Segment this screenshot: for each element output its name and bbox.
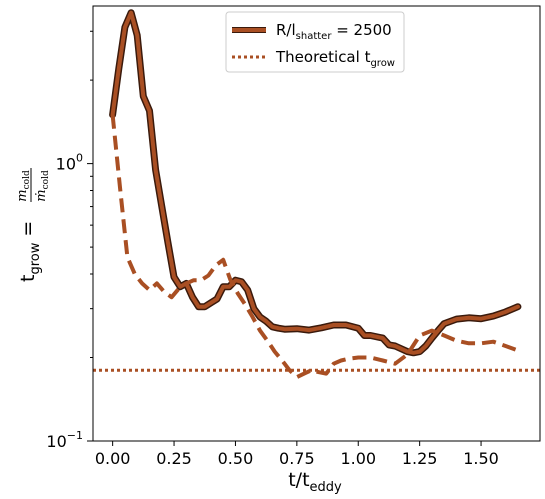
x-tick-label: 1.50: [463, 449, 499, 468]
legend: R/lshatter = 2500 Theoretical tgrow: [226, 12, 404, 72]
legend-label-solid: R/lshatter = 2500: [276, 21, 392, 42]
y-tick-label: 10−1: [46, 429, 83, 451]
x-tick-label: 1.25: [402, 449, 438, 468]
y-label-numerator: mcold: [15, 170, 32, 202]
x-axis: 0.00 0.25 0.50 0.75 1.00 1.25 1.50: [95, 441, 499, 468]
y-axis-label: tgrow = mcold ṁcold: [15, 168, 51, 282]
y-tick-label: 100: [56, 152, 83, 174]
x-tick-label: 1.00: [340, 449, 376, 468]
svg-text:tgrow =: tgrow =: [17, 221, 43, 282]
x-axis-label: t/teddy: [288, 469, 342, 495]
x-tick-label: 0.00: [95, 449, 131, 468]
x-tick-label: 0.25: [156, 449, 192, 468]
x-tick-label: 0.50: [218, 449, 254, 468]
x-tick-label: 0.75: [279, 449, 315, 468]
y-label-denominator: ṁcold: [34, 170, 51, 202]
y-axis: 10−1 100: [46, 31, 93, 451]
series-dashed-line: [113, 115, 518, 377]
